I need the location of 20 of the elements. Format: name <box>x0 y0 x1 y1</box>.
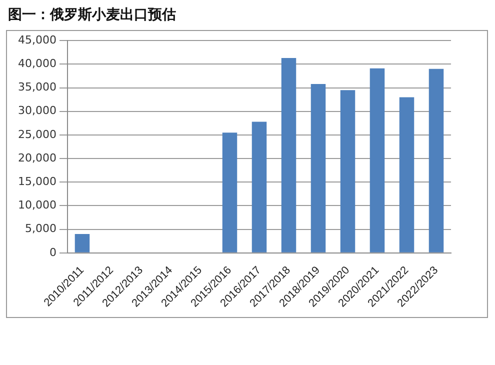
bar <box>222 132 238 252</box>
y-tick-label: 25,000 <box>18 128 56 141</box>
bar <box>281 58 296 252</box>
y-tick-label: 15,000 <box>18 174 56 188</box>
y-tick-label: 45,000 <box>18 33 56 46</box>
bar <box>370 68 385 252</box>
chart-title: 图一：俄罗斯小麦出口预估 <box>8 6 176 24</box>
bar <box>340 90 356 252</box>
y-tick-label: 5,000 <box>24 222 56 236</box>
y-tick-label: 30,000 <box>18 104 56 118</box>
y-tick-label: 35,000 <box>18 80 56 94</box>
y-tick-label: 0 <box>49 246 56 259</box>
bar <box>428 68 444 252</box>
bar <box>252 122 267 252</box>
y-tick-label: 10,000 <box>18 198 56 212</box>
bar <box>74 234 90 252</box>
y-tick-label: 20,000 <box>18 151 56 164</box>
y-tick-label: 40,000 <box>18 57 56 70</box>
bar <box>310 84 326 252</box>
bar <box>399 97 414 252</box>
